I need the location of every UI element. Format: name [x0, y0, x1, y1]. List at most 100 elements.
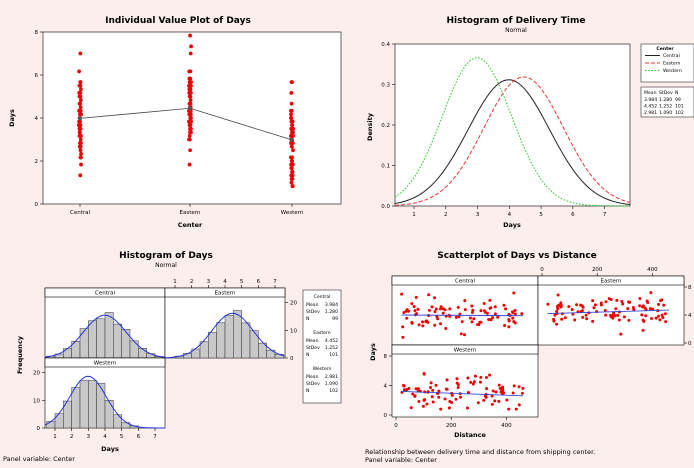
sc-point	[473, 374, 477, 378]
hd-stats-group: Western	[313, 366, 332, 372]
sc-point	[617, 318, 621, 322]
ivp-ytick-label: 8	[35, 30, 39, 36]
ivp-point	[188, 98, 193, 102]
hd-fit-curve	[164, 312, 286, 359]
sc-point	[416, 387, 420, 391]
ivp-point	[290, 169, 295, 174]
sc-point	[421, 320, 425, 324]
ivp-point	[77, 83, 82, 88]
hd-xtick-label-top: 6	[257, 279, 261, 285]
sc-point	[502, 303, 506, 307]
hdt-ytick-label: 0.4	[381, 42, 390, 48]
sc-point	[581, 315, 585, 319]
ivp-point	[78, 141, 82, 145]
ivp-point	[289, 162, 294, 167]
sc-point	[614, 307, 618, 311]
sc-point	[507, 312, 511, 316]
sc-xtick-label-top: 400	[647, 267, 658, 273]
hdt-curve-eastern	[394, 76, 631, 206]
sc-point	[660, 298, 664, 302]
hd-stats-label: Mean	[306, 374, 319, 380]
sc-point	[567, 305, 571, 309]
ivp-point	[289, 173, 294, 178]
sc-point	[604, 300, 608, 304]
hd-bar	[79, 379, 89, 429]
sc-point	[620, 299, 624, 303]
sc-point	[560, 317, 564, 321]
hd-xtick-label: 5	[120, 434, 124, 440]
sc-point	[482, 398, 486, 402]
sc-point	[429, 385, 433, 389]
sc-panels: Central Eastern Western	[391, 275, 685, 418]
hdt-stats-stdev: 1.252	[659, 104, 672, 110]
sc-point	[556, 293, 560, 297]
sc-point	[627, 318, 631, 322]
sc-point	[405, 316, 409, 320]
sc-point	[470, 311, 474, 315]
ivp-point	[188, 148, 193, 153]
sc-point	[654, 316, 658, 320]
sc-point	[463, 333, 467, 337]
hd-panel-label: Western	[94, 361, 117, 367]
hdt-plot-area	[394, 43, 631, 207]
sc-point	[487, 318, 491, 322]
hd-xtick-label: 1	[53, 434, 57, 440]
sc-point	[454, 315, 458, 319]
sc-point	[490, 402, 494, 406]
sc-point	[455, 381, 459, 385]
sc-panel-strip	[391, 344, 539, 355]
sc-point	[400, 292, 404, 296]
sc-point	[463, 299, 467, 303]
sc-point	[434, 383, 438, 387]
hd-stats-label: N	[306, 316, 309, 322]
ivp-point	[79, 112, 83, 117]
sc-point	[611, 314, 615, 318]
sc-fit-line	[401, 390, 523, 397]
ivp-y-axis: 0 2 4 6 8	[35, 30, 43, 208]
ivp-point	[289, 108, 294, 113]
hd-stats-value: 4.452	[325, 338, 338, 344]
ivp-point	[289, 116, 293, 120]
sc-point	[587, 311, 591, 315]
ivp-ytick-label: 2	[35, 159, 39, 165]
sc-point	[584, 313, 588, 317]
sc-point	[404, 309, 408, 313]
sc-point	[483, 310, 487, 314]
sc-point	[431, 388, 435, 392]
hd-bar	[88, 320, 97, 359]
hd-panel-label: Eastern	[215, 291, 236, 297]
individual-value-plot: Individual Value Plot of Days Days Cente…	[8, 16, 342, 229]
ivp-ytick-label: 4	[35, 116, 39, 122]
ivp-point	[289, 180, 294, 185]
ivp-point	[290, 119, 295, 124]
sc-point	[470, 320, 474, 324]
sc-point	[517, 403, 521, 407]
sc-point	[490, 394, 494, 398]
ivp-point	[78, 98, 83, 102]
sc-ytick-label-right: 8	[688, 285, 692, 291]
hdt-xtick-label: 7	[603, 212, 607, 218]
sc-point	[626, 307, 630, 311]
hd-xtick-label-top: 4	[223, 279, 227, 285]
sc-point	[433, 310, 437, 314]
sc-point	[478, 380, 482, 384]
ivp-point	[77, 134, 82, 138]
sc-point	[640, 313, 644, 317]
sc-point	[443, 308, 447, 312]
hdt-xtick-label: 6	[571, 212, 575, 218]
hd-bar	[241, 322, 251, 359]
sc-point	[638, 296, 642, 300]
ivp-point	[188, 91, 193, 95]
sc-xlabel: Distance	[454, 431, 486, 439]
sc-point	[622, 315, 626, 319]
hd-xtick-label: 3	[87, 434, 91, 440]
sc-point	[638, 304, 642, 308]
ivp-point	[78, 108, 83, 113]
ivp-point	[289, 101, 294, 106]
hdt-xlabel: Days	[503, 221, 521, 229]
days-vs-distance-scatter-chart: Scatterplot of Days vs Distance Days Dis…	[365, 251, 692, 464]
hd-panel-label: Central	[95, 291, 115, 297]
sc-xtick-label-top: 0	[540, 267, 544, 273]
sc-point	[560, 312, 564, 316]
